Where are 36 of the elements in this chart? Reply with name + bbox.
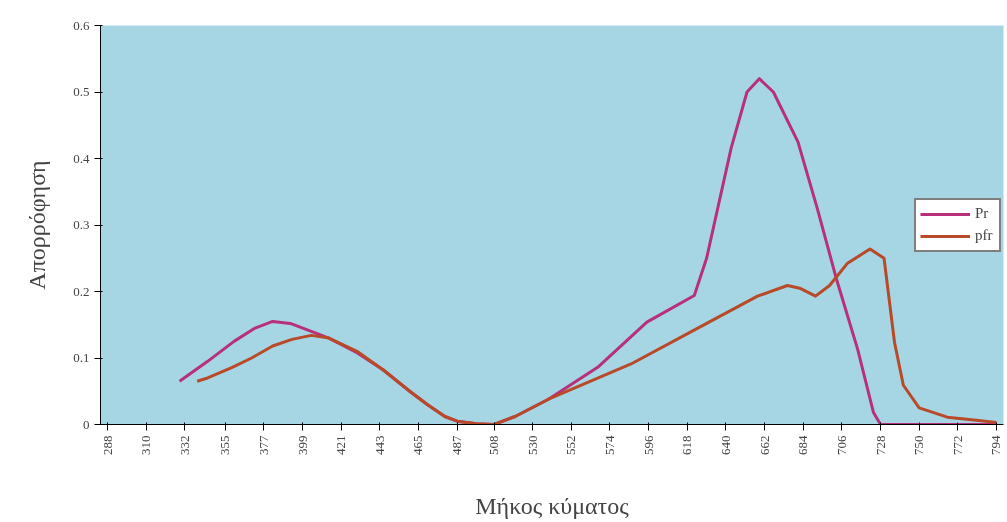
- x-tick-label: 443: [371, 435, 387, 455]
- y-tick-label: 0.5: [73, 84, 90, 99]
- legend-label: Pr: [975, 205, 990, 222]
- x-tick-label: 355: [217, 435, 233, 455]
- legend-label: pfr: [975, 227, 994, 244]
- x-tick-label: 487: [449, 435, 465, 455]
- x-tick-label: 377: [255, 435, 271, 455]
- y-tick-label: 0.6: [73, 17, 90, 33]
- x-tick-label: 596: [640, 435, 656, 455]
- x-tick-label: 574: [601, 435, 617, 455]
- y-tick-label: 0: [83, 416, 90, 432]
- x-tick-label: 552: [563, 435, 579, 455]
- x-axis-title: Μήκος κύματος: [475, 493, 630, 519]
- x-tick-label: 728: [872, 435, 888, 455]
- x-tick-label: 288: [99, 435, 115, 455]
- x-tick-label: 508: [486, 435, 502, 455]
- x-tick-label: 684: [795, 435, 811, 455]
- x-tick-label: 662: [756, 435, 772, 455]
- x-tick-label: 310: [138, 435, 154, 455]
- x-tick-label: 706: [833, 435, 849, 455]
- line-series: [195, 247, 998, 425]
- x-tick-label: 794: [988, 435, 1004, 455]
- x-tick-label: 750: [911, 435, 927, 455]
- y-tick-label: 0.4: [73, 150, 90, 166]
- x-tick-label: 530: [524, 435, 540, 455]
- x-tick-label: 640: [717, 435, 733, 455]
- x-tick-label: 332: [176, 435, 192, 455]
- x-tick-label: 618: [679, 435, 695, 455]
- y-tick-label: 0.1: [73, 350, 90, 365]
- y-tick-label: 0.2: [73, 283, 90, 299]
- y-axis-title: Απορρόφηση: [24, 160, 51, 290]
- x-tick-label: 772: [949, 435, 965, 455]
- y-tick-label: 0.3: [73, 217, 90, 232]
- x-tick-label: 421: [333, 435, 349, 455]
- x-tick-label: 399: [294, 435, 310, 455]
- x-tick-label: 465: [410, 435, 426, 455]
